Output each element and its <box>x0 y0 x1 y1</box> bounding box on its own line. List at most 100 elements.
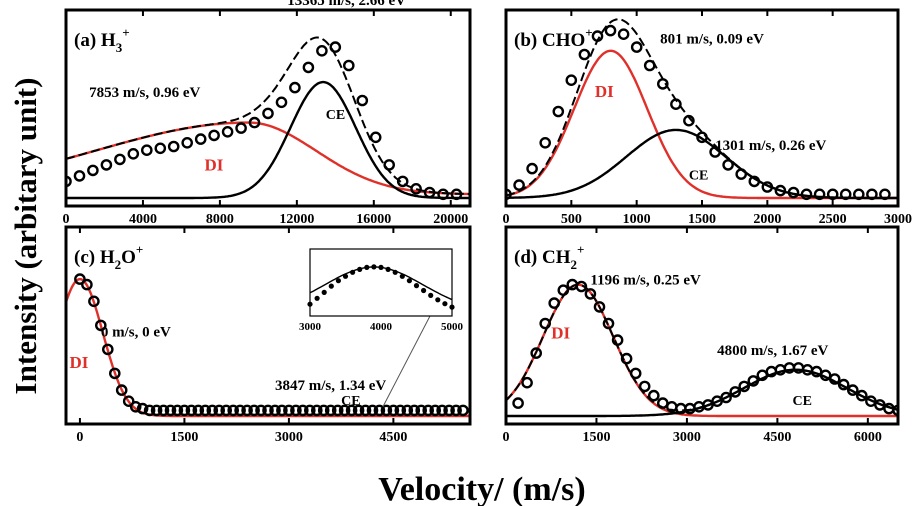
inset-data-point <box>378 264 384 270</box>
panel-b-data-point <box>709 146 721 158</box>
panel-a-title-subscript: 3 <box>116 40 123 55</box>
panel-d-data-point <box>575 280 588 293</box>
panel-d-total-fit-curve <box>506 283 898 412</box>
panel-a-data-point <box>437 188 449 201</box>
panel-c-data-point <box>324 404 337 417</box>
panel-d-frame <box>504 225 900 426</box>
panel-c-data-point <box>352 404 365 417</box>
panel-b-data-point <box>670 98 682 110</box>
panel-d-data-point <box>611 334 624 346</box>
panel-a-x-tick-label: 16000 <box>356 212 391 227</box>
panel-a-plot-area <box>66 36 470 201</box>
panel-c-data-point <box>129 400 142 413</box>
panel-c-x-tick-label: 3000 <box>275 430 303 445</box>
panel-a-data-point <box>342 59 355 72</box>
panel-a-x-tick-label: 12000 <box>279 212 314 227</box>
inset-data-point <box>314 295 320 301</box>
panel-a-data-point <box>289 81 301 94</box>
panel-a-data-point <box>87 164 99 177</box>
panel-d-x-tick-label: 3000 <box>673 430 701 445</box>
panel-a-annotation-value: 7853 m/s, 0.96 eV <box>89 85 200 101</box>
panel-b-data-point <box>604 24 617 37</box>
panel-a-data-point <box>114 153 126 166</box>
panel-c-title-superscript: + <box>136 242 143 257</box>
panel-b-title-superscript: + <box>585 25 592 40</box>
panel-b-x-tick-label: 1500 <box>688 212 716 227</box>
panel-a-data-point <box>356 94 369 107</box>
panel-b-title-main: (b) CHO <box>514 30 585 51</box>
panel-b-x-tick-label: 2000 <box>753 212 781 227</box>
panel-d-data-point <box>892 404 898 417</box>
inset-x-tick-label: 5000 <box>441 321 464 333</box>
panel-b-data-point <box>506 188 512 201</box>
panel-c-data-point <box>338 404 351 417</box>
panel-d-data-point <box>837 378 850 391</box>
panel-b-data-point <box>761 181 774 193</box>
panel-c-data-point <box>380 404 393 417</box>
panel-d-data-point <box>720 391 732 404</box>
inset-data-point <box>406 278 412 284</box>
panel-c-data-point <box>373 404 386 417</box>
panel-c-data-point <box>199 404 212 417</box>
panel-a-data-point <box>208 129 220 142</box>
panel-d-annotation-value: 1196 m/s, 0.25 eV <box>590 273 701 289</box>
panel-c-data-point <box>178 404 191 417</box>
x-axis-label: Velocity/ (m/s) <box>378 471 585 506</box>
panel-d-data-point <box>602 317 615 330</box>
panel-c-data-point <box>394 404 407 417</box>
panel-b-data-point <box>722 159 734 171</box>
panel-a-data-point <box>383 159 396 171</box>
inset-data-point <box>335 278 341 284</box>
inset-data-point <box>321 289 327 295</box>
panel-b-data-point <box>526 162 538 175</box>
inset-data-point <box>342 273 349 279</box>
inset-data-point <box>357 266 363 272</box>
panel-c-data-point <box>248 404 260 417</box>
y-axis-label: Intensity (arbitary unit) <box>8 78 43 395</box>
panel-b-data-point <box>813 188 826 201</box>
panel-a-data-point <box>140 144 153 156</box>
panel-d-data-point <box>792 362 805 374</box>
panel-c-data-point <box>436 404 448 417</box>
panel-d-title-main: (d) CH <box>514 247 571 268</box>
panel-b-x-tick-label: 2500 <box>819 212 847 227</box>
panel-c-data-point <box>255 404 267 417</box>
panel-c-data-point <box>164 404 177 417</box>
panel-d-data-point <box>629 367 642 380</box>
panel-d-data-point <box>521 376 533 389</box>
panel-c-data-point <box>115 384 128 396</box>
panel-a-title-main: (a) H <box>74 30 116 51</box>
panel-b-plot-area <box>506 18 898 201</box>
panel-a-data-point <box>167 140 180 153</box>
panel-a-data-point <box>396 175 409 188</box>
panel-c-title-main: (c) H <box>74 247 115 268</box>
panel-d-di-curve <box>506 283 898 418</box>
panel-d-data-point <box>593 301 606 313</box>
panel-c-data-point <box>331 404 344 417</box>
panel-c-x-tick-label: 1500 <box>170 430 198 445</box>
panel-c-x-tick-label: 0 <box>76 430 83 445</box>
panel-a-data-point <box>181 136 193 149</box>
panel-b-data-point <box>539 136 552 149</box>
panel-b-data-point <box>826 188 839 201</box>
panel-c-data-point <box>136 402 149 415</box>
panel-c-data-point <box>227 404 239 417</box>
panel-c-data-point <box>408 404 421 417</box>
panel-c-data-point <box>359 404 372 417</box>
inset-data-point <box>399 273 405 279</box>
panel-a-ce-curve <box>66 80 470 200</box>
panel-b-x-tick-label: 500 <box>561 212 582 227</box>
panel-c-data-point <box>150 404 163 417</box>
panel-d-annotation-ce: CE <box>792 394 811 409</box>
panel-b-data-point <box>552 105 565 118</box>
panel-c-data-point <box>345 404 358 417</box>
panel-c-annotation-value: 0 m/s, 0 eV <box>101 324 171 340</box>
panel-b-x-tick-label: 3000 <box>884 212 912 227</box>
panel-b-data-point <box>617 28 630 41</box>
panel-b-data-point <box>787 186 800 199</box>
panel-c-data-point <box>95 319 107 332</box>
panel-d-data-point <box>702 399 714 411</box>
panel-a-title: (a) H3+ <box>74 25 130 55</box>
panel-d-data-point <box>729 386 742 398</box>
